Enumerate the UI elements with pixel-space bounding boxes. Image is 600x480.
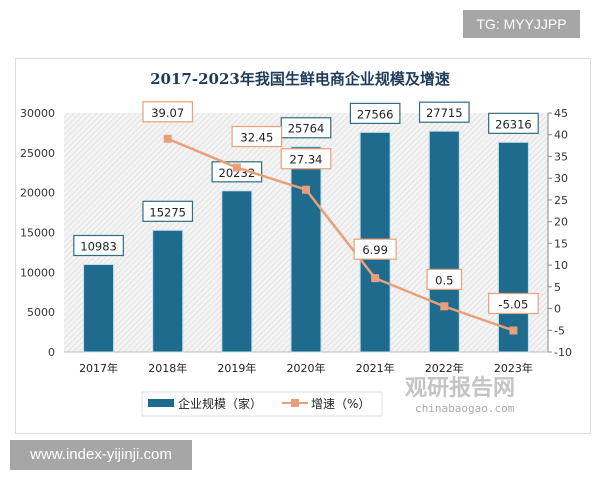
legend-bar-swatch [148,399,174,407]
y-left-tick-label: 10000 [20,266,55,279]
bar [152,229,184,353]
legend [141,391,383,417]
bar-data-label: 10983 [80,240,117,254]
bar-data-label: 25764 [288,122,325,136]
bar [221,190,253,353]
bar-data-label-box [142,200,194,222]
line-data-label-box [426,268,463,290]
bar-data-label-box [73,234,124,257]
x-tick-label: 2022年 [425,361,464,375]
line-data-label: 6.99 [362,243,388,257]
x-tick-label: 2018年 [148,361,187,375]
bar-data-label: 26316 [495,117,532,131]
footer-url: www.index-yijinji.com [10,440,192,470]
y-left-tick-label: 20000 [20,187,55,200]
x-tick-label: 2023年 [494,361,533,375]
y-right-tick-label: 25 [554,194,568,207]
y-right-tick-label: 10 [554,259,568,272]
line-point [232,163,241,172]
y-right-tick-label: -10 [554,346,572,359]
y-right-tick-label: 45 [554,107,568,120]
y-right-tick-label: -5 [554,324,565,337]
line-data-label-box [488,292,539,315]
bar [428,130,460,353]
line-point [163,134,172,143]
y-left-tick-label: 15000 [20,227,55,240]
line-data-label: 0.5 [435,273,453,287]
y-right-tick-label: 0 [554,303,561,316]
line-data-label-box [353,238,397,260]
line-point [371,274,380,283]
line-point [509,326,518,335]
x-tick-label: 2017年 [79,361,118,375]
line-data-label: 27.34 [290,153,323,167]
chart-frame [15,58,591,434]
bar-data-label-box [349,102,401,124]
y-left-tick-label: 0 [48,346,55,359]
y-right-tick-label: 40 [554,129,568,142]
y-left-tick-label: 30000 [20,107,55,120]
bar-data-label: 27715 [426,106,463,120]
y-left-tick-label: 25000 [20,147,55,160]
chart-title: 2017-2023年我国生鲜电商企业规模及增速 [150,70,450,88]
growth-line [167,137,514,332]
line-data-label: 32.45 [240,131,273,145]
bar-data-label-box [418,101,470,123]
bar [83,264,115,353]
y-right-tick-label: 15 [554,237,568,250]
line-data-label: 39.07 [151,106,184,120]
bar-data-label: 27566 [357,107,394,121]
line-data-label-box [142,101,194,123]
x-tick-label: 2021年 [356,361,395,375]
x-tick-label: 2020年 [287,361,326,375]
bar-data-label: 15275 [149,205,186,219]
line-point [440,302,449,311]
legend-line-label: 增速（%） [311,397,370,411]
line-data-label-box [231,125,283,148]
y-right-tick-label: 30 [554,172,568,185]
x-tick-label: 2019年 [217,361,256,375]
tg-badge: TG: MYYJJPP [463,10,580,38]
y-left-tick-label: 5000 [27,306,55,319]
watermark-logo: 观研报告网 chinabaogao.com [405,376,516,415]
bar-data-label-box [488,112,539,134]
y-right-tick-label: 35 [554,150,568,163]
legend-line-marker [291,399,299,407]
bar [290,146,322,353]
line-data-label-box [280,148,332,170]
line-data-label: -5.05 [499,297,529,311]
bar-data-label-box [211,161,263,183]
y-right-tick-label: 5 [554,281,561,294]
legend-bar-label: 企业规模（家） [178,396,262,411]
y-right-tick-label: 20 [554,216,568,229]
line-point [302,185,310,194]
bar [497,141,529,353]
